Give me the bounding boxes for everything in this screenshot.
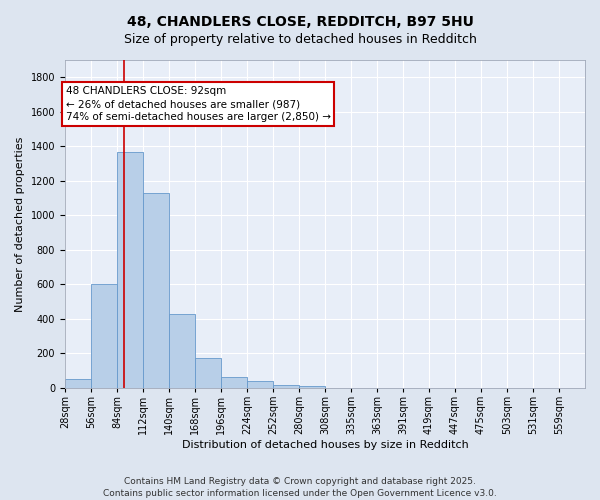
Bar [195,358,221,388]
Bar [143,193,169,388]
Bar [65,380,91,388]
Text: 48 CHANDLERS CLOSE: 92sqm
← 26% of detached houses are smaller (987)
74% of semi: 48 CHANDLERS CLOSE: 92sqm ← 26% of detac… [66,86,331,122]
Bar [247,381,273,388]
Bar [117,152,143,388]
Y-axis label: Number of detached properties: Number of detached properties [15,136,25,312]
Bar [273,384,299,388]
Bar [91,284,116,388]
Text: Contains HM Land Registry data © Crown copyright and database right 2025.
Contai: Contains HM Land Registry data © Crown c… [103,476,497,498]
Text: Size of property relative to detached houses in Redditch: Size of property relative to detached ho… [124,32,476,46]
Bar [299,386,325,388]
X-axis label: Distribution of detached houses by size in Redditch: Distribution of detached houses by size … [182,440,469,450]
Bar [221,377,247,388]
Bar [169,314,194,388]
Text: 48, CHANDLERS CLOSE, REDDITCH, B97 5HU: 48, CHANDLERS CLOSE, REDDITCH, B97 5HU [127,15,473,29]
